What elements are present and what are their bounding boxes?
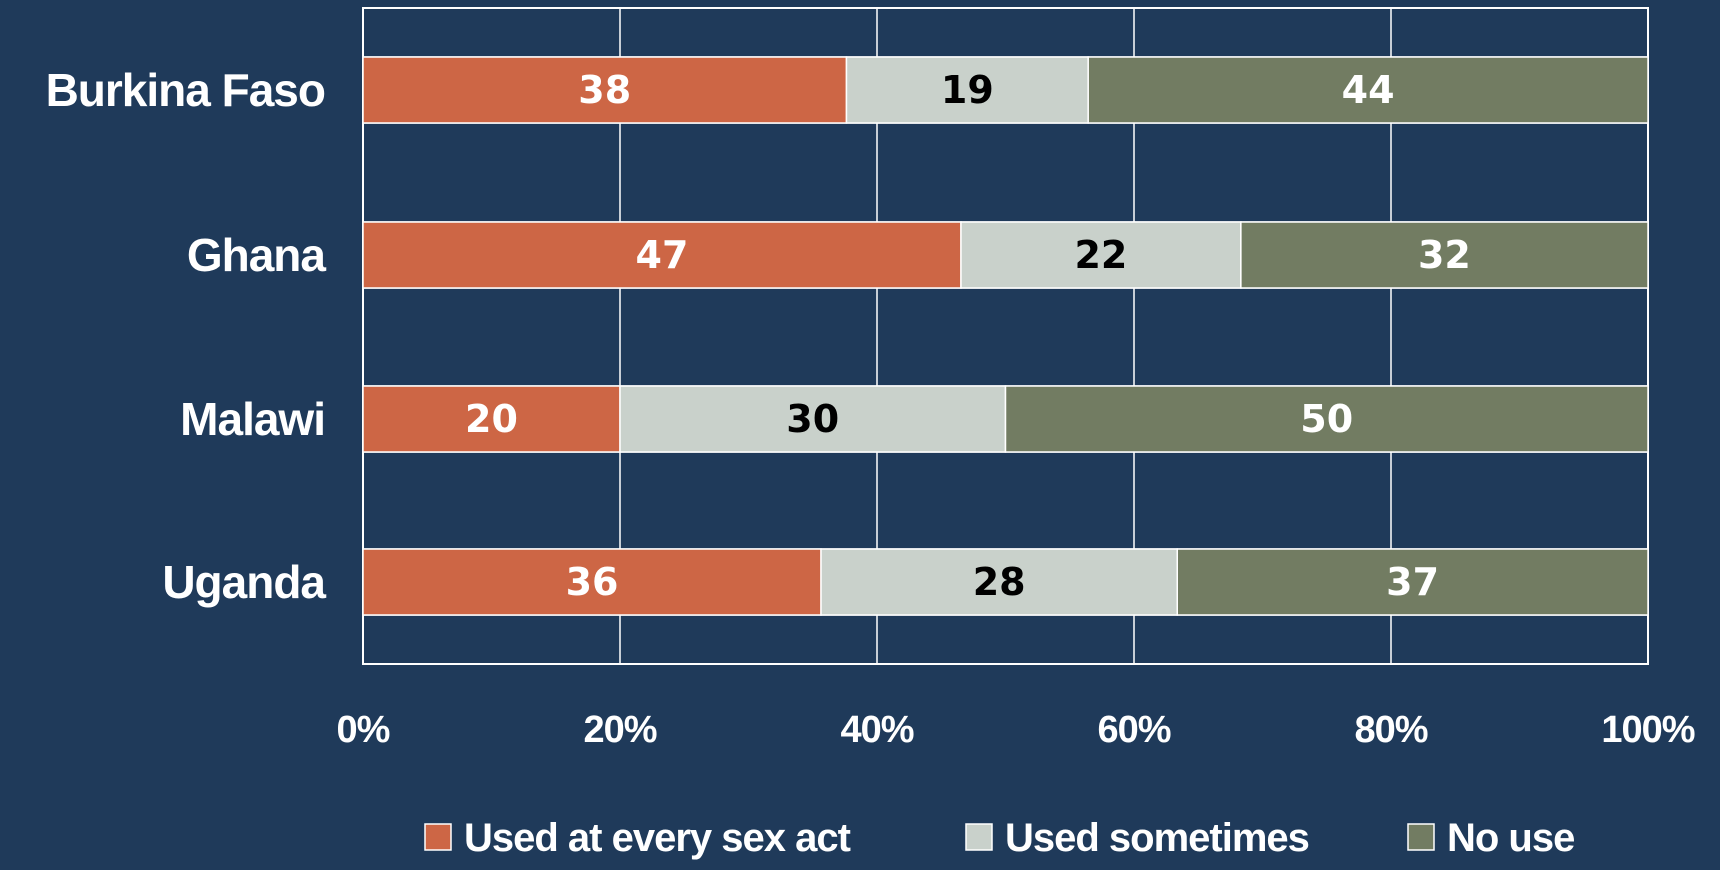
data-label: 44 [1342,68,1395,112]
legend: Used at every sex act Used sometimes No us… [424,816,1575,860]
bar-segment [362,548,822,616]
bar-segment [619,385,1007,453]
x-tick-label: 20% [583,709,656,751]
legend-label: Used at every sex act [464,816,851,860]
data-label: 50 [1300,397,1353,441]
data-label: 38 [578,68,631,112]
data-label: 37 [1386,560,1439,604]
bar-segment [1004,385,1649,453]
data-label: 20 [465,397,518,441]
category-label: Uganda [162,556,326,608]
category-label: Ghana [187,229,327,281]
data-label: 30 [786,397,839,441]
data-label: 22 [1074,233,1127,277]
data-label: 36 [566,560,619,604]
x-tick-label: 80% [1354,709,1427,751]
data-label: 32 [1418,233,1471,277]
bar-segment [960,221,1242,289]
legend-label: Used sometimes [1005,816,1309,860]
bar-segment [362,221,962,289]
bars: 38 19 44 47 22 32 20 30 50 36 28 37 [362,56,1649,616]
x-axis-tick-labels: 0% 20% 40% 60% 80% 100% [337,709,1696,751]
legend-swatch [965,823,993,851]
bar-segment [1087,56,1649,124]
x-tick-label: 40% [840,709,913,751]
bar-segment [1240,221,1649,289]
category-label: Malawi [180,393,325,445]
category-label: Burkina Faso [46,64,325,116]
x-tick-label: 0% [337,709,390,751]
category-labels: Burkina Faso Ghana Malawi Uganda [46,64,328,608]
bar-segment [820,548,1179,616]
data-label: 19 [941,68,994,112]
legend-label: No use [1447,816,1574,860]
legend-swatch [1407,823,1435,851]
bar-segment [1176,548,1649,616]
x-tick-label: 60% [1097,709,1170,751]
data-label: 47 [636,233,689,277]
bar-segment [362,56,848,124]
data-label: 28 [973,560,1026,604]
legend-swatch [424,823,452,851]
x-tick-label: 100% [1601,709,1694,751]
